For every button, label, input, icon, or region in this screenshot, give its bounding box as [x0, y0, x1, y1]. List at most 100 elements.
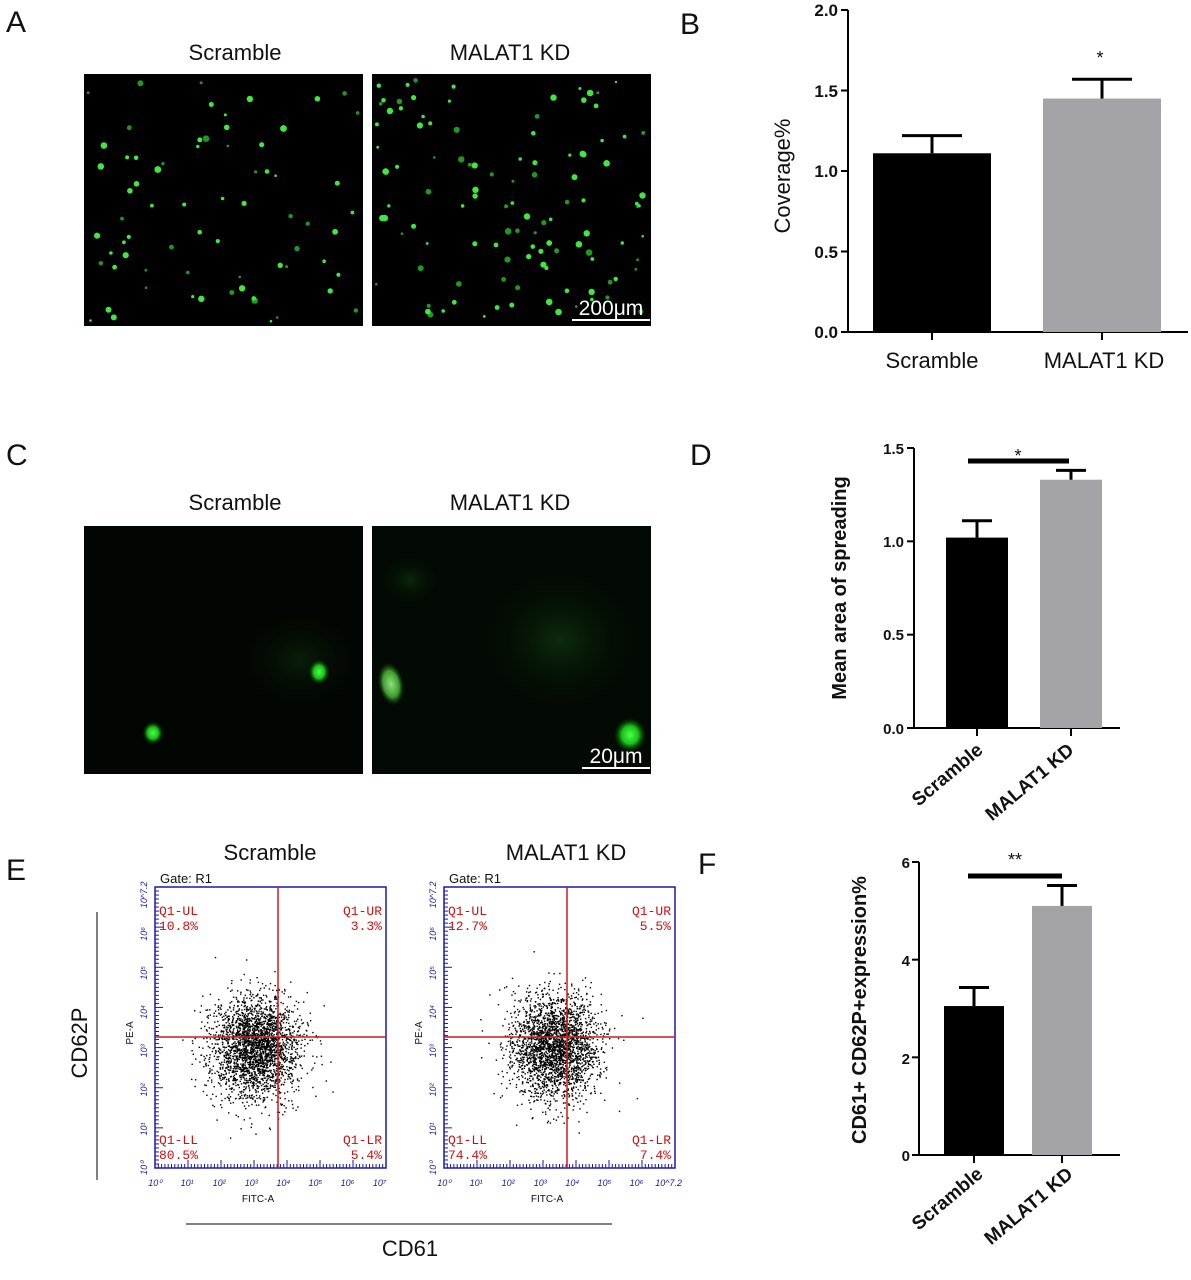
fcs-event: [537, 1056, 539, 1058]
fcs-event: [541, 1007, 543, 1010]
fcs-event: [269, 1056, 271, 1058]
fcs-event: [559, 1071, 562, 1073]
fcs-event: [571, 1032, 573, 1034]
fcs-event: [573, 1060, 575, 1062]
fcs-event: [246, 1018, 248, 1020]
fcs-event: [589, 1075, 592, 1077]
fcs-event: [288, 1028, 291, 1030]
fcs-event: [577, 1065, 579, 1067]
fcs-event: [247, 1072, 249, 1075]
fcs-event: [272, 1054, 274, 1056]
fcs-event: [200, 1027, 202, 1030]
fcs-event: [224, 1018, 226, 1020]
panel-c-title-kd: MALAT1 KD: [450, 490, 571, 515]
fcs-event: [569, 998, 572, 1000]
fcs-event: [526, 1081, 528, 1083]
fcs-event: [522, 1042, 524, 1044]
fcs-event: [577, 1079, 579, 1081]
fcs-event: [536, 1053, 538, 1055]
fcs-event: [235, 1045, 237, 1047]
fcs-event: [534, 1018, 536, 1020]
fcs-event: [207, 1080, 209, 1082]
fcs-event: [254, 1072, 256, 1074]
fcs-event: [245, 1021, 248, 1023]
fluorescent-dot: [334, 180, 340, 186]
fcs-event: [248, 1087, 250, 1089]
fcs-event: [292, 1059, 294, 1061]
fcs-event: [247, 1044, 250, 1046]
fcs-event: [248, 1027, 250, 1029]
fcs-event: [580, 1053, 583, 1055]
fcs-event: [252, 1083, 255, 1085]
panel-b-ytick-4: 2.0: [814, 1, 838, 20]
fcs-event: [281, 1103, 283, 1106]
fcs-event: [545, 1052, 547, 1054]
fcs-event: [260, 1025, 262, 1027]
fcs-event: [297, 1018, 299, 1020]
fcs-event: [563, 1009, 565, 1012]
fcs-event: [568, 1074, 570, 1076]
fcs-event: [561, 1074, 564, 1076]
fcs-y-tick-label: 10³: [428, 1043, 438, 1057]
fcs-event: [244, 1070, 247, 1072]
fcs-event: [266, 1075, 268, 1078]
fcs-event: [243, 1067, 246, 1069]
fcs-event: [209, 1047, 211, 1049]
fcs-event: [233, 1027, 235, 1030]
quadrant-lr-value: 5.4%: [351, 1148, 382, 1163]
fcs-event: [567, 1045, 569, 1047]
fcs-event: [224, 1027, 226, 1029]
fcs-event: [246, 997, 248, 999]
fcs-event: [258, 1085, 260, 1088]
fcs-event: [226, 1063, 229, 1065]
fcs-event: [243, 1005, 245, 1008]
fcs-event: [226, 1096, 229, 1098]
fcs-event: [224, 1097, 226, 1100]
fcs-event: [278, 1073, 281, 1075]
fcs-event: [232, 1017, 235, 1019]
fcs-event: [587, 1078, 590, 1081]
fcs-event: [567, 1057, 569, 1059]
fcs-event: [264, 1039, 266, 1041]
fcs-event: [534, 1038, 536, 1041]
fluorescent-dot: [269, 319, 273, 323]
fcs-event: [245, 1030, 247, 1032]
fcs-event: [575, 1092, 577, 1094]
fcs-event: [266, 1070, 268, 1072]
fcs-event: [248, 1069, 250, 1071]
fcs-event: [287, 1052, 290, 1054]
fcs-event: [561, 1030, 564, 1033]
fcs-event: [557, 988, 560, 990]
fcs-event: [541, 1020, 543, 1022]
fcs-event: [271, 1016, 274, 1019]
fcs-event: [270, 1052, 272, 1054]
fcs-event: [252, 993, 254, 996]
fcs-event: [241, 1001, 244, 1003]
fcs-event: [265, 1047, 268, 1050]
fcs-event: [237, 1048, 239, 1050]
fcs-event: [531, 1010, 533, 1013]
fcs-event: [551, 1018, 554, 1021]
fcs-event: [268, 1090, 270, 1092]
fcs-event: [262, 1071, 265, 1073]
fcs-event: [259, 1080, 261, 1083]
fcs-event: [554, 1072, 556, 1074]
fcs-event: [546, 1014, 548, 1016]
fcs-event: [559, 1052, 561, 1054]
fcs-event: [576, 1037, 578, 1039]
fcs-event: [252, 1085, 254, 1087]
fcs-event: [224, 1070, 226, 1072]
fcs-event: [306, 1021, 309, 1024]
fcs-event: [225, 1057, 227, 1059]
fcs-event: [261, 1058, 264, 1060]
fluorescent-dot: [544, 265, 549, 271]
fcs-event: [228, 1093, 230, 1096]
fcs-event: [568, 996, 570, 998]
fcs-event: [508, 1056, 511, 1058]
fcs-event: [567, 1088, 569, 1090]
fcs-event: [251, 1029, 254, 1032]
fcs-event: [261, 1068, 263, 1071]
fcs-event: [590, 1048, 592, 1050]
fcs-event: [269, 1007, 271, 1009]
fcs-event: [535, 1039, 537, 1041]
